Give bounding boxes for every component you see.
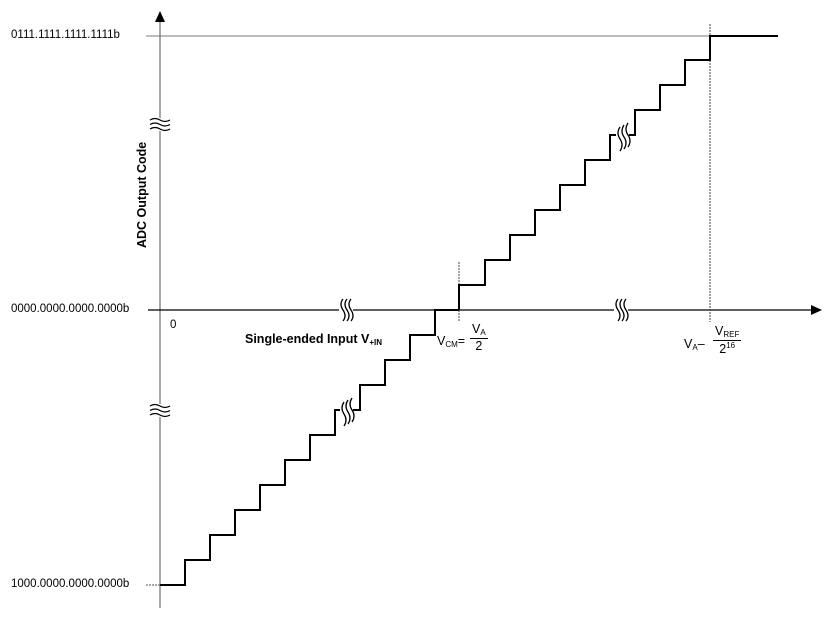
staircase-lower	[160, 309, 459, 586]
origin-label: 0	[170, 319, 177, 331]
vmax-numerator: VREF	[713, 324, 742, 342]
vmax-fraction: VREF 216	[713, 324, 742, 357]
vmax-den-sup: 16	[726, 341, 736, 351]
y-axis	[149, 11, 171, 608]
vcm-fraction: VA 2	[470, 322, 488, 354]
vmax-num-sub: REF	[723, 330, 740, 339]
vcm-label: VCM=	[437, 334, 465, 349]
x-axis-break-icon	[614, 298, 629, 322]
y-axis-arrow-icon	[155, 11, 165, 22]
x-axis	[148, 298, 822, 322]
y-axis-break-icon	[149, 403, 171, 418]
vmax-label: VA–	[684, 337, 705, 352]
vmax-minus: –	[697, 337, 705, 351]
vmax-denominator: 216	[719, 341, 735, 356]
x-axis-break-icon	[339, 298, 354, 322]
vcm-num-sub: A	[480, 328, 486, 337]
vcm-lhs-sub: CM	[445, 340, 458, 349]
vmax-num-main: V	[715, 324, 724, 338]
vcm-numerator: VA	[470, 322, 488, 340]
vcm-denominator: 2	[475, 339, 483, 354]
vcm-lhs: V	[437, 334, 446, 348]
y-tick-label-max: 0111.1111.1111.1111b	[11, 29, 120, 41]
x-axis-title-main: Single-ended Input V	[245, 332, 370, 346]
y-axis-title: ADC Output Code	[135, 141, 149, 248]
staircase-break-icon	[341, 397, 355, 427]
x-axis-arrow-icon	[811, 305, 822, 315]
staircase-upper	[458, 35, 778, 310]
y-tick-label-min: 1000.0000.0000.0000b	[11, 578, 130, 590]
vmax-den-main: 2	[719, 342, 727, 357]
vmax-lhs-sub: A	[692, 343, 698, 352]
x-axis-title: Single-ended Input V+IN	[245, 332, 382, 347]
vcm-num-main: V	[472, 322, 481, 336]
vmax-lhs: V	[684, 337, 693, 351]
vcm-equals: =	[457, 334, 466, 348]
x-axis-title-sub: +IN	[369, 338, 382, 347]
y-tick-label-zero: 0000.0000.0000.0000b	[11, 303, 130, 315]
y-axis-break-icon	[149, 117, 171, 132]
staircase-break-icon	[617, 122, 631, 152]
